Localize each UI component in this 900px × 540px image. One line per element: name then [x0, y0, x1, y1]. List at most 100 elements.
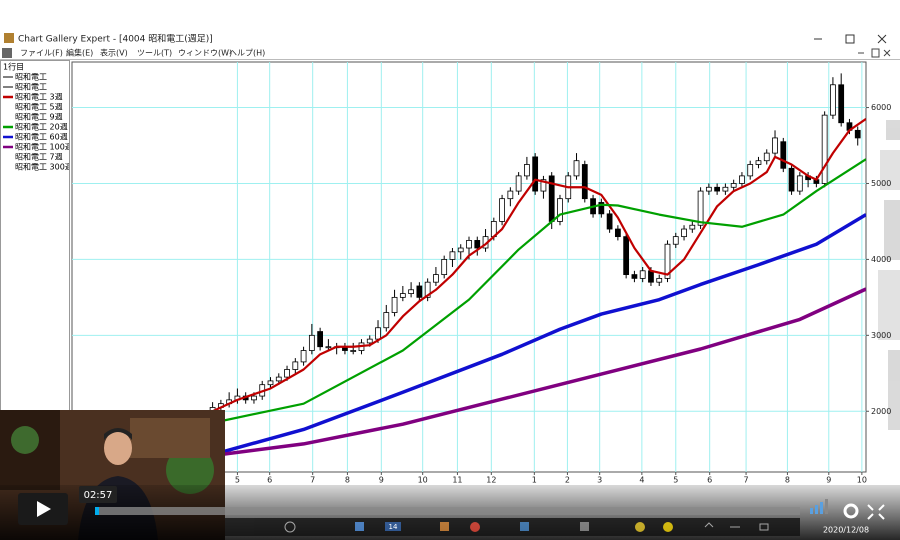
x-tick-label: 2 [565, 476, 570, 485]
candle-body [308, 334, 315, 351]
taskbar [225, 518, 800, 536]
candle-body [540, 179, 547, 192]
menu-item[interactable]: 表示(V) [100, 48, 128, 58]
candle-body [763, 152, 770, 162]
x-tick-label: 4 [639, 476, 644, 485]
x-tick-label: 1 [532, 476, 537, 485]
legend-label: 昭和電工 20週 [15, 123, 68, 132]
legend-label: 昭和電工 [15, 83, 47, 92]
moving-average-line [220, 213, 866, 454]
menu-item[interactable]: ヘルプ(H) [229, 49, 265, 58]
legend-label: 昭和電工 100週 [15, 143, 73, 152]
candle-body [821, 114, 828, 184]
restore-button[interactable] [845, 34, 855, 44]
price-volume-profile [878, 120, 900, 430]
plot-marks [209, 73, 866, 457]
candle-body [375, 327, 381, 340]
candle-body [780, 141, 787, 169]
candle-body [705, 186, 712, 192]
candle-body [267, 380, 274, 386]
candle-body [722, 186, 729, 192]
candle-body [325, 346, 332, 349]
candle-body [532, 156, 539, 192]
candle-body [424, 281, 431, 298]
x-tick-label: 11 [452, 476, 462, 485]
candle-body [581, 164, 588, 200]
fullscreen-button[interactable] [867, 504, 885, 520]
candle-body [648, 270, 654, 283]
x-tick-label: 9 [379, 476, 384, 485]
candle-body [664, 243, 671, 279]
candle-body [614, 228, 621, 238]
candle-body [292, 361, 299, 370]
close-button[interactable] [877, 34, 887, 44]
candle-body [623, 236, 630, 275]
progress-track[interactable] [95, 507, 800, 515]
candle-body [631, 274, 638, 279]
time-bubble [79, 486, 117, 503]
legend-label: 昭和電工 60週 [15, 133, 68, 142]
candle-body [838, 84, 845, 124]
candle-body [449, 251, 456, 260]
moving-average-line [212, 118, 866, 413]
candle-body [300, 350, 307, 363]
menu-item[interactable]: ファイル(F) [20, 49, 63, 58]
menu-bar: ファイル(F) 編集(E) 表示(V) ツール(T) ウィンドウ(W)ヘルプ(H) [2, 48, 891, 58]
candle-body [747, 164, 754, 177]
legend-label: 昭和電工 9週 [15, 113, 63, 122]
candle-body [391, 296, 398, 313]
candle-body [317, 331, 324, 348]
x-tick-label: 7 [310, 476, 315, 485]
title-bar: Chart Gallery Expert - [4004 昭和電工(週足)] [4, 33, 887, 45]
candle-body [788, 167, 795, 192]
candle-body [457, 247, 464, 253]
legend-label: 昭和電工 5週 [15, 103, 63, 112]
settings-button[interactable] [843, 503, 859, 519]
candle-body [350, 350, 357, 352]
legend-label: 昭和電工 7週 [15, 153, 63, 162]
x-tick-label: 12 [486, 476, 496, 485]
candle-body [639, 270, 646, 279]
mdi-controls[interactable] [858, 48, 891, 58]
candle-body [275, 376, 282, 382]
candle-body [524, 164, 530, 177]
menu-item[interactable]: ツール(T) [137, 49, 172, 58]
legend-label: 昭和電工 300週 [15, 163, 73, 172]
y-tick-label: 5000 [871, 179, 891, 188]
x-tick-label: 7 [744, 476, 749, 485]
candle-body [854, 129, 861, 139]
x-tick-label: 10 [857, 476, 867, 485]
candle-body [499, 198, 505, 222]
candle-body [251, 395, 257, 401]
candle-body [573, 160, 580, 177]
series-panel [0, 60, 70, 472]
plot-area [71, 61, 867, 473]
thumb-plant [11, 426, 39, 454]
x-tick-label: 6 [267, 476, 272, 485]
candle-body [672, 236, 679, 245]
video-overlay: 02:57 1 4 2020/12/08 [0, 410, 900, 540]
app-icon [4, 33, 14, 43]
candle-body [730, 183, 737, 188]
elapsed-time: 02:57 [84, 490, 113, 501]
x-tick-label: 5 [673, 476, 678, 485]
volume-icon[interactable] [810, 499, 828, 514]
candle-body [830, 84, 836, 116]
legend-label: 昭和電工 3週 [15, 93, 63, 102]
x-tick-label: 8 [785, 476, 790, 485]
menu-item[interactable]: ウィンドウ(W) [178, 49, 232, 58]
candle-body [507, 190, 514, 200]
taskbar-date: 2020/12/08 [823, 526, 869, 535]
panel-heading: 1行目 [3, 62, 24, 72]
candle-body [474, 240, 481, 249]
menu-item[interactable]: 編集(E) [66, 48, 93, 58]
candle-body [416, 285, 423, 298]
x-tick-label: 5 [235, 476, 240, 485]
candle-body [714, 186, 721, 192]
candle-body [755, 160, 762, 165]
thumb-wall [130, 418, 210, 458]
thumb-hair [104, 428, 132, 440]
